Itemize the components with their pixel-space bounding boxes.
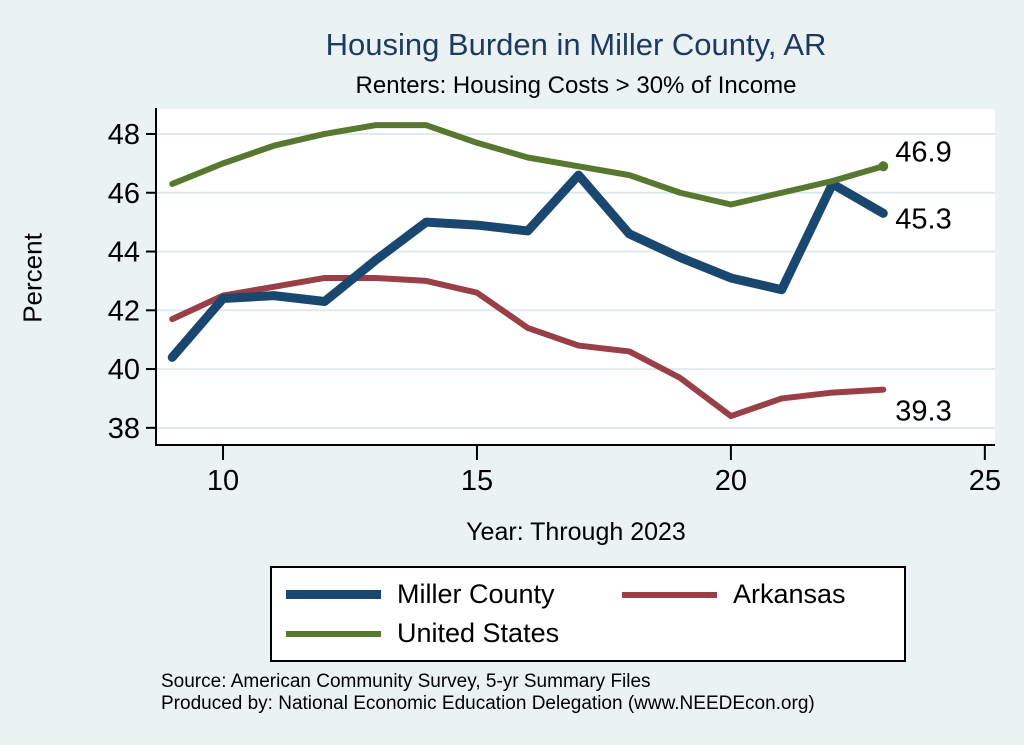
- end-marker-dot-united-states: [878, 161, 889, 172]
- series-line-arkansas: [169, 274, 887, 420]
- end-value-label-arkansas: 39.3: [895, 396, 951, 428]
- series-line-united-states: [169, 122, 887, 208]
- legend-label: Miller County: [397, 579, 555, 609]
- legend-item-united-states: United States: [286, 618, 622, 649]
- x-tick-label: 20: [715, 465, 747, 497]
- legend-swatch-miller-county: [286, 590, 381, 599]
- source-note: Source: American Community Survey, 5-yr …: [161, 671, 651, 692]
- legend-swatch-united-states: [286, 630, 381, 637]
- plot-area: 38 40 42 44 46 48 10 15 20 25 45.3 39.3 46.9: [108, 108, 1001, 497]
- legend-label: United States: [397, 618, 560, 648]
- y-tick-label: 44: [108, 237, 140, 269]
- y-axis-title: Percent: [17, 233, 48, 323]
- legend-item-arkansas: Arkansas: [622, 579, 904, 610]
- y-tick-label: 40: [108, 354, 140, 386]
- legend-swatch-arkansas: [622, 591, 717, 598]
- x-tick-label: 25: [969, 465, 1001, 497]
- y-tick-label: 48: [108, 119, 140, 151]
- chart-subtitle: Renters: Housing Costs > 30% of Income: [355, 72, 797, 99]
- chart-title: Housing Burden in Miller County, AR: [325, 27, 827, 62]
- y-tick-label: 42: [108, 295, 140, 327]
- y-tick-label: 46: [108, 178, 140, 210]
- y-tick-label: 38: [108, 413, 140, 445]
- x-tick-label: 15: [461, 465, 493, 497]
- legend: Miller County Arkansas United States: [270, 566, 906, 662]
- legend-item-miller-county: Miller County: [286, 579, 622, 610]
- legend-label: Arkansas: [733, 579, 846, 609]
- plot-background: [157, 109, 995, 444]
- footer: Source: American Community Survey, 5-yr …: [161, 671, 815, 715]
- end-value-label-united-states: 46.9: [895, 136, 951, 168]
- x-axis-title: Year: Through 2023: [466, 518, 686, 546]
- series-line-miller-county: [167, 170, 888, 362]
- producer-note: Produced by: National Economic Education…: [161, 693, 815, 714]
- end-value-label-miller-county: 45.3: [895, 203, 951, 235]
- x-tick-label: 10: [207, 465, 239, 497]
